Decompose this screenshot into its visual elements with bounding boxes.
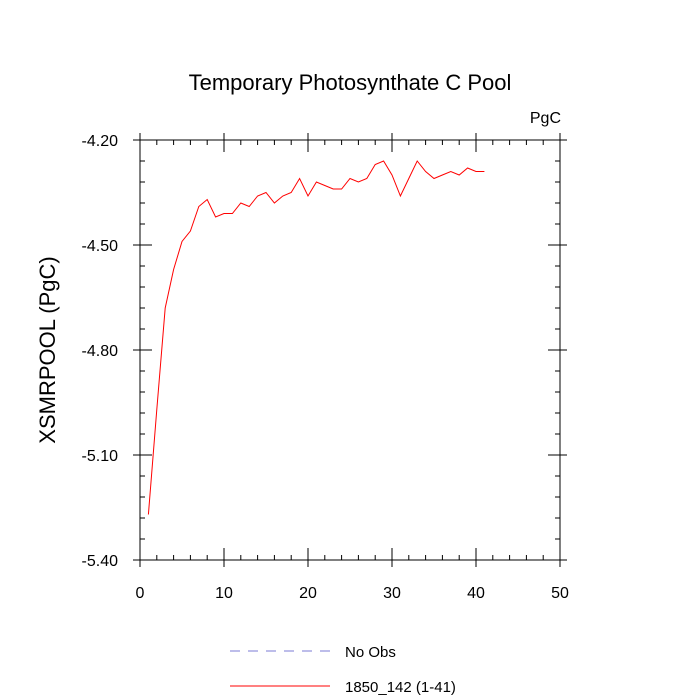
y-tick-label: -4.80 (82, 343, 119, 360)
y-axis-label: XSMRPOOL (PgC) (35, 256, 60, 443)
y-tick-label: -4.20 (82, 133, 119, 150)
y-tick-label: -5.10 (82, 448, 119, 465)
x-tick-label: 20 (299, 585, 317, 602)
y-tick-label: -5.40 (82, 553, 119, 570)
series-lines (147, 160, 485, 515)
legend-label-1850-142: 1850_142 (1-41) (345, 679, 456, 696)
x-tick-label: 10 (215, 585, 233, 602)
x-tick-label: 30 (383, 585, 401, 602)
units-label: PgC (530, 110, 561, 127)
x-tick-label: 50 (551, 585, 569, 602)
x-tick-labels: 0 10 20 30 40 50 (136, 585, 569, 602)
legend: No Obs 1850_142 (1-41) (230, 644, 456, 696)
axis-ticks (133, 133, 567, 567)
legend-label-no-obs: No Obs (345, 644, 396, 661)
series-line-1 (147, 160, 485, 515)
y-tick-labels: -5.40 -5.10 -4.80 -4.50 -4.20 (82, 133, 119, 570)
x-tick-label: 0 (136, 585, 145, 602)
chart-title: Temporary Photosynthate C Pool (189, 70, 512, 95)
x-tick-label: 40 (467, 585, 485, 602)
y-tick-label: -4.50 (82, 238, 119, 255)
